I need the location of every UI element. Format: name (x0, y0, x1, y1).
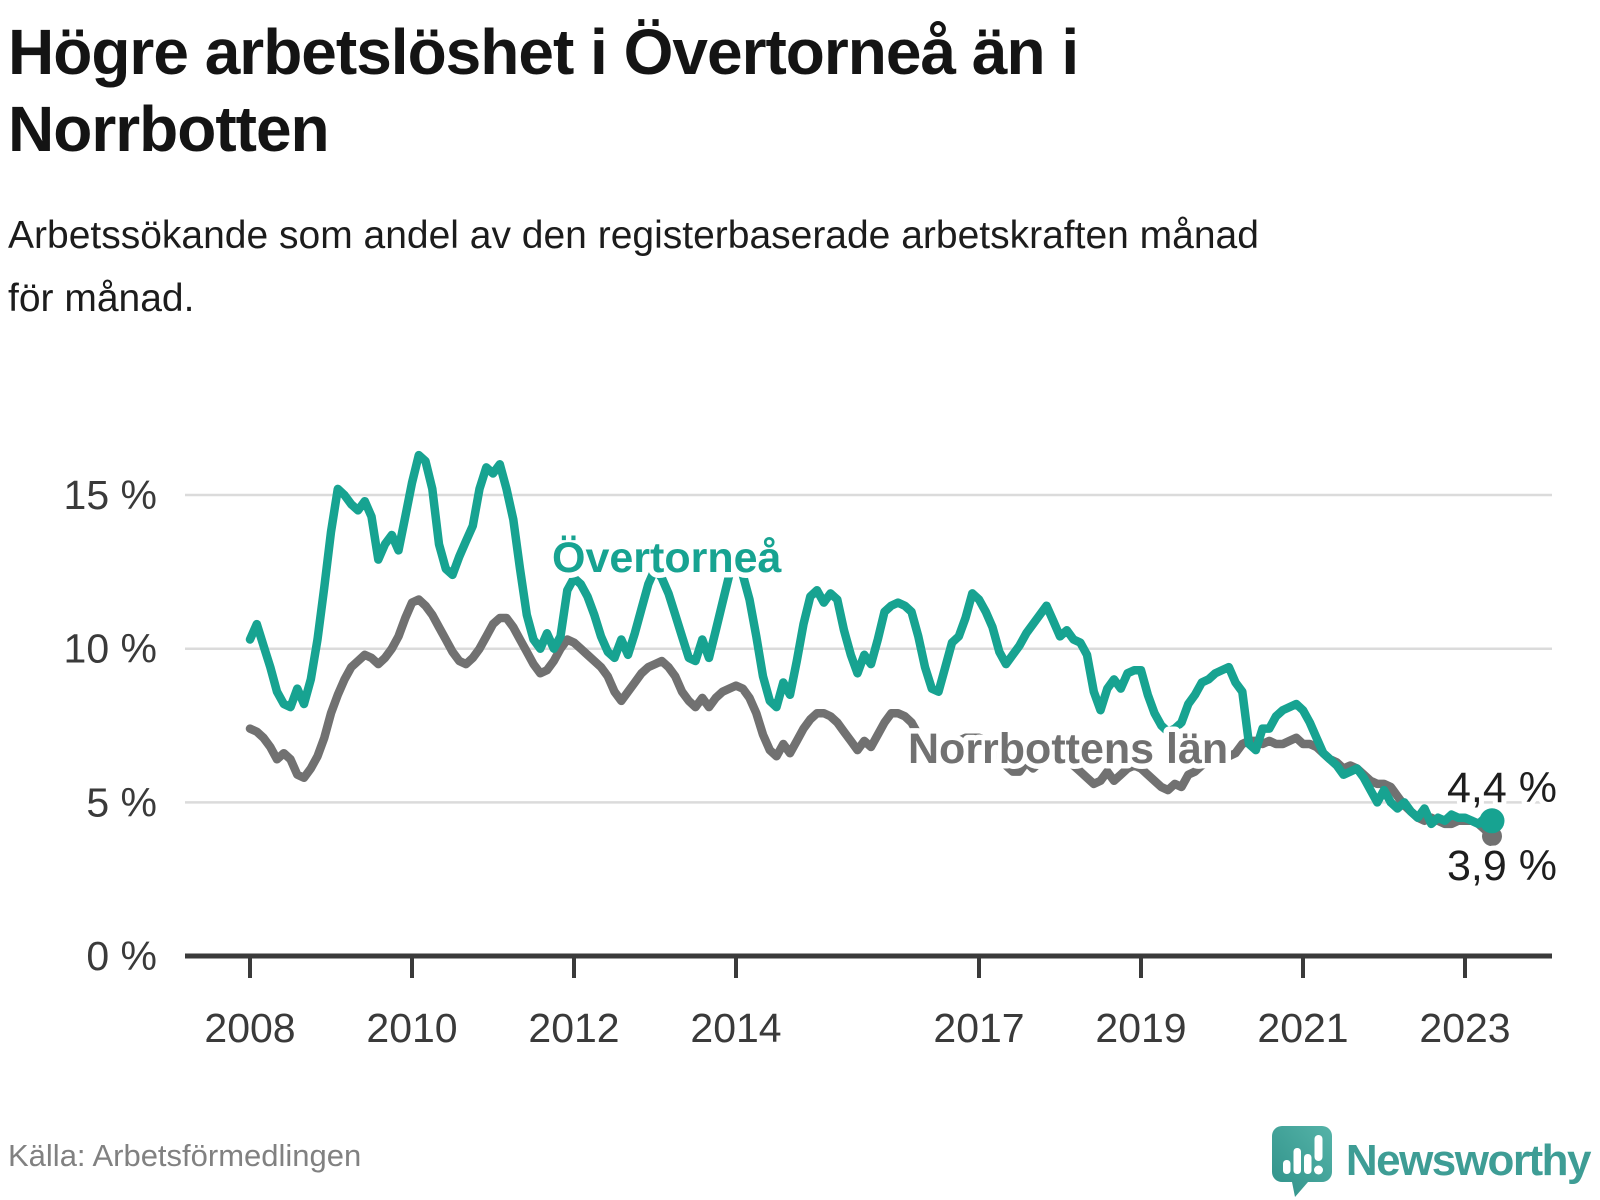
x-tick-label-2014: 2014 (690, 1005, 781, 1051)
chart-title-line-1: Högre arbetslöshet i Övertorneå än i (8, 16, 1079, 88)
series-line-norrbotten (245, 595, 1497, 841)
x-tick-label-2017: 2017 (933, 1005, 1024, 1051)
chart-subtitle: Arbetssökande som andel av den registerb… (8, 204, 1568, 330)
source-note: Källa: Arbetsförmedlingen (8, 1138, 362, 1173)
chart-title: Högre arbetslöshet i Övertorneå än i Nor… (8, 14, 1408, 168)
end-value-label-norrbotten: 3,9 % (1447, 842, 1557, 890)
x-tick-label-2010: 2010 (366, 1005, 457, 1051)
series-label-norrbotten: Norrbottens län (908, 725, 1228, 773)
x-tick-label-2023: 2023 (1419, 1005, 1510, 1051)
series-line-overtornea (245, 450, 1497, 829)
overtornea-end-dot (1479, 808, 1505, 834)
chart-title-line-2: Norrbotten (8, 93, 330, 165)
chart-subtitle-line-2: för månad. (8, 277, 195, 320)
series-label-overtornea: Övertorneå (552, 534, 783, 582)
y-tick-label-5: 5 % (86, 779, 157, 825)
x-tick-label-2008: 2008 (204, 1005, 295, 1051)
newsworthy-wordmark: Newsworthy (1345, 1136, 1592, 1185)
chart-subtitle-line-1: Arbetssökande som andel av den registerb… (8, 214, 1259, 257)
y-tick-label-15: 15 % (64, 472, 157, 518)
newsworthy-logo-icon (1270, 1124, 1334, 1198)
newsworthy-brand: Newsworthy (1270, 1124, 1592, 1198)
x-tick-label-2021: 2021 (1257, 1005, 1348, 1051)
x-tick-label-2019: 2019 (1095, 1005, 1186, 1051)
y-tick-label-10: 10 % (64, 626, 157, 672)
x-tick-label-2012: 2012 (528, 1005, 619, 1051)
end-value-label-overtornea: 4,4 % (1447, 764, 1557, 812)
y-tick-label-0: 0 % (86, 933, 157, 979)
